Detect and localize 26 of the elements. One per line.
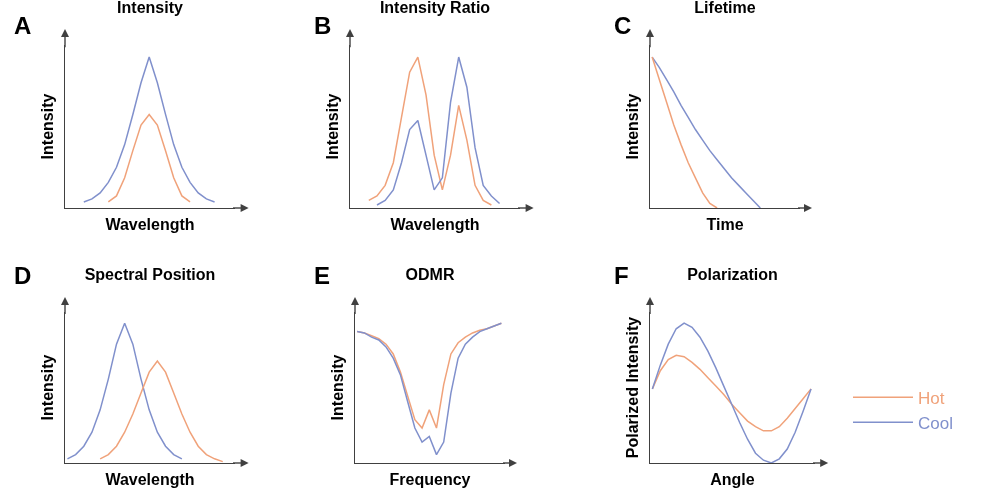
chart-title: Polarization	[687, 266, 778, 283]
y-axis-title: Intensity	[38, 354, 56, 421]
text: E	[314, 262, 331, 289]
legend-label: Hot	[918, 388, 945, 408]
y-axis-title: Intensity	[623, 93, 641, 160]
y-axis-title: Polarized Intensity	[623, 316, 641, 459]
text: D	[14, 262, 32, 289]
x-axis-title: Time	[706, 216, 744, 234]
text: F	[614, 262, 629, 289]
chart-title: Intensity Ratio	[379, 0, 491, 16]
chart-title: ODMR	[405, 266, 455, 283]
text: C	[614, 12, 632, 39]
x-axis-title: Wavelength	[105, 216, 195, 234]
x-axis-title: Angle	[710, 471, 755, 489]
y-axis-title: Intensity	[323, 93, 341, 160]
y-axis-title: Intensity	[328, 354, 346, 421]
y-axis-title: Intensity	[38, 93, 56, 160]
x-axis-title: Frequency	[389, 471, 471, 489]
legend-label: Cool	[918, 413, 953, 433]
x-axis-title: Wavelength	[105, 471, 195, 489]
chart-title: Intensity	[117, 0, 183, 16]
x-axis-title: Wavelength	[390, 216, 480, 234]
chart-title: Spectral Position	[84, 266, 216, 283]
chart-title: Lifetime	[694, 0, 756, 16]
text: A	[14, 12, 32, 39]
text: B	[314, 12, 332, 39]
